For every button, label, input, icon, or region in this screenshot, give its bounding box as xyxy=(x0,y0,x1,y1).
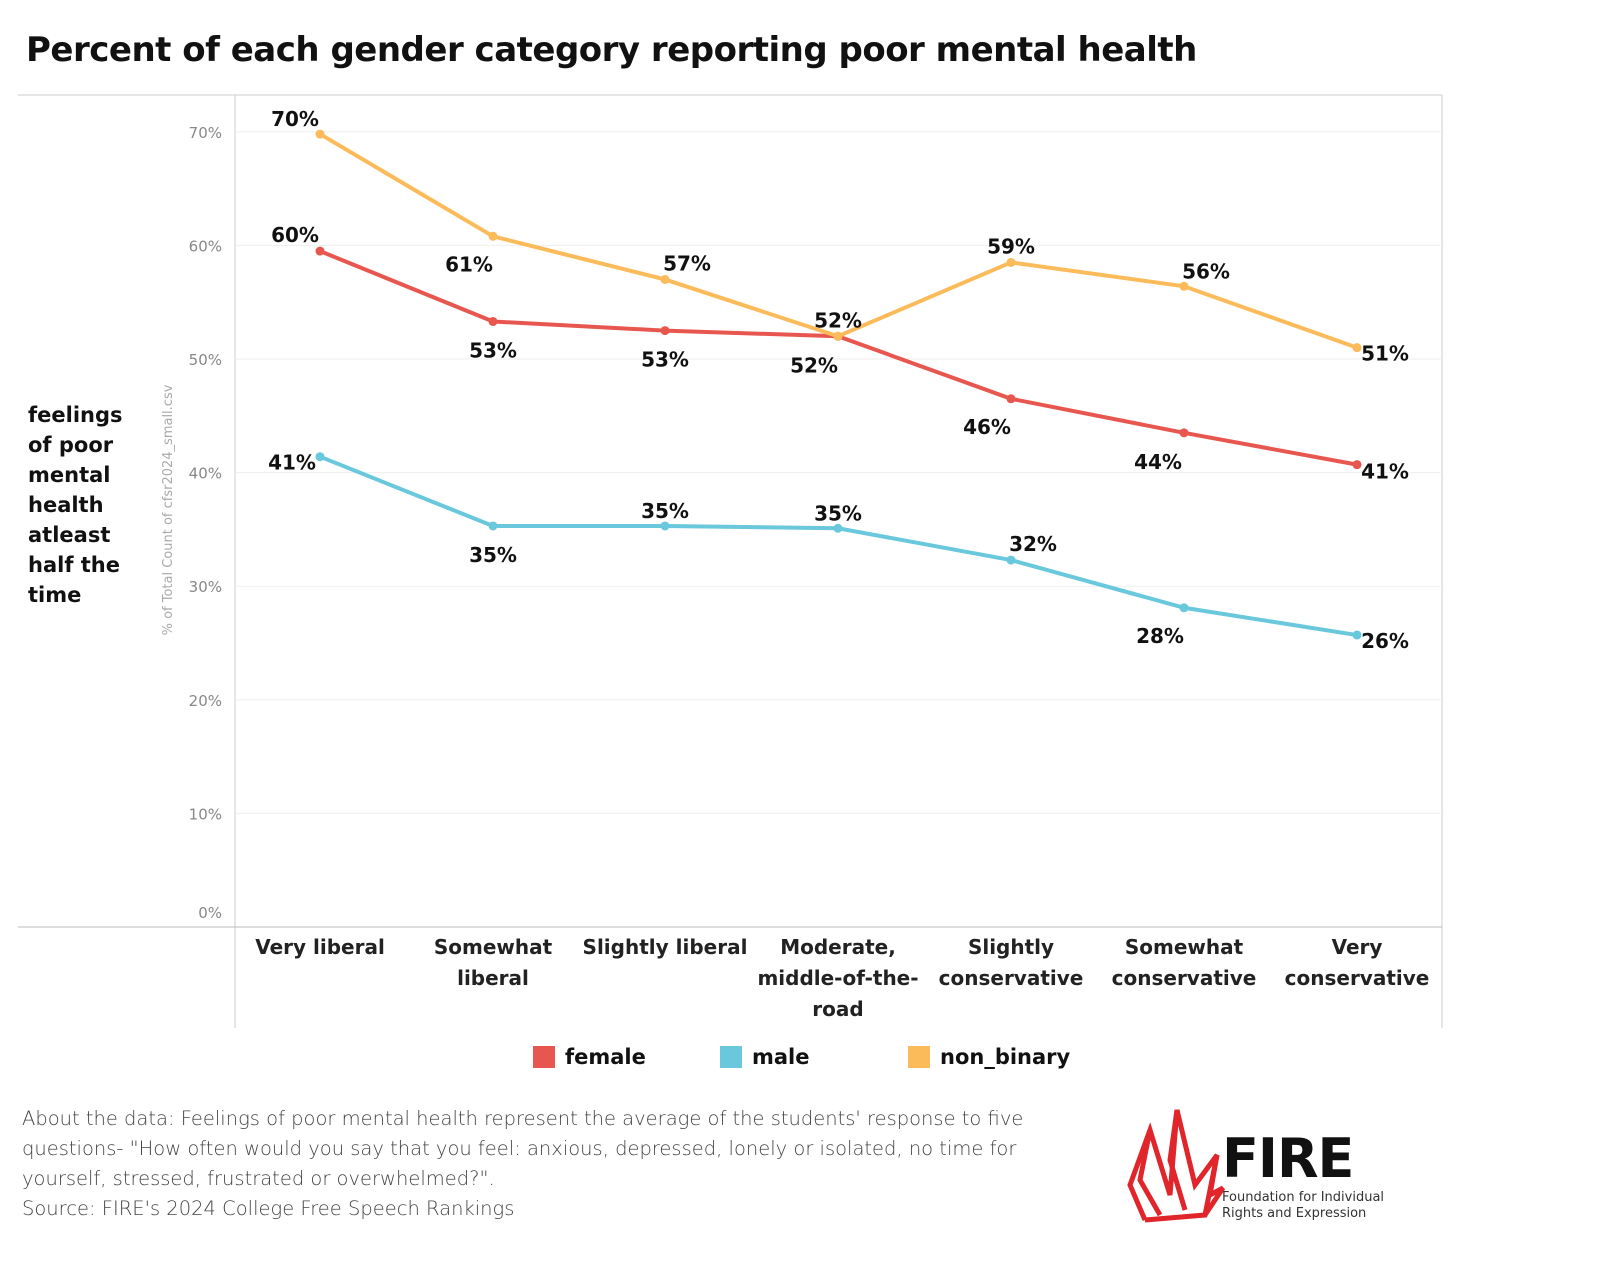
data-point-non_binary xyxy=(1352,343,1362,353)
data-label-male: 26% xyxy=(1361,629,1409,653)
legend-swatch xyxy=(720,1046,742,1068)
legend-swatch xyxy=(533,1046,555,1068)
data-label-female: 46% xyxy=(963,415,1011,439)
logo-subtitle: Foundation for Individual Rights and Exp… xyxy=(1222,1190,1385,1221)
x-category-line: Slightly liberal xyxy=(583,935,748,959)
data-label-non_binary: 52% xyxy=(814,308,862,332)
data-label-female: 53% xyxy=(469,339,517,363)
data-label-non_binary: 51% xyxy=(1361,342,1409,366)
x-category-line: liberal xyxy=(457,966,529,990)
data-label-female: 52% xyxy=(790,353,838,377)
about-the-data: About the data: Feelings of poor mental … xyxy=(22,1104,1102,1224)
legend-swatch xyxy=(908,1046,930,1068)
data-point-male xyxy=(1352,630,1362,640)
x-category-line: Very liberal xyxy=(255,935,385,959)
legend-item-male[interactable]: male xyxy=(720,1045,810,1069)
x-category-label: Slightly conservative xyxy=(939,935,1084,990)
data-label-female: 41% xyxy=(1361,460,1409,484)
fire-logo: FIRE Foundation for Individual Rights an… xyxy=(1125,1100,1425,1240)
y-tick-label: 10% xyxy=(189,805,222,823)
x-category-line: Somewhat xyxy=(1125,935,1244,959)
data-label-male: 35% xyxy=(814,501,862,525)
legend-label: non_binary xyxy=(940,1045,1071,1069)
x-category-line: Very xyxy=(1332,935,1383,959)
data-label-female: 53% xyxy=(641,348,689,372)
data-label-male: 35% xyxy=(641,499,689,523)
x-category-line: middle-of-the- xyxy=(757,966,918,990)
data-label-non_binary: 59% xyxy=(987,234,1035,258)
data-point-non_binary xyxy=(660,274,670,284)
data-point-female xyxy=(1352,460,1362,470)
data-label-non_binary: 56% xyxy=(1182,259,1230,283)
data-point-non_binary xyxy=(488,231,498,241)
data-point-female xyxy=(1179,428,1189,438)
data-point-male xyxy=(1179,603,1189,613)
data-point-non_binary xyxy=(1179,281,1189,291)
data-point-non_binary xyxy=(833,331,843,341)
data-label-non_binary: 61% xyxy=(445,252,493,276)
data-label-male: 32% xyxy=(1009,532,1057,556)
x-category-line: Moderate, xyxy=(780,935,896,959)
x-category-line: Slightly xyxy=(968,935,1054,959)
x-category-label: Very liberal xyxy=(255,935,385,959)
source-text: Source: FIRE's 2024 College Free Speech … xyxy=(22,1197,515,1220)
flame-icon xyxy=(1127,1109,1225,1223)
x-category-line: conservative xyxy=(939,966,1084,990)
data-label-female: 60% xyxy=(271,223,319,247)
y-tick-label: 40% xyxy=(189,465,222,483)
y-row-title: feelings of poor mental health atleast h… xyxy=(28,403,123,607)
y-tick-label: 60% xyxy=(189,237,222,255)
chart-title: Percent of each gender category reportin… xyxy=(26,30,1197,70)
data-label-non_binary: 57% xyxy=(663,251,711,275)
data-label-male: 35% xyxy=(469,543,517,567)
x-category-line: Somewhat xyxy=(434,935,553,959)
x-category-label: Moderate, middle-of-the-road xyxy=(757,935,918,1021)
y-axis-label: % of Total Count of cfsr2024_small.csv xyxy=(161,384,176,635)
x-category-line: conservative xyxy=(1285,966,1430,990)
legend-label: female xyxy=(565,1045,646,1069)
x-category-label: Very conservative xyxy=(1285,935,1430,990)
y-tick-label: 20% xyxy=(189,692,222,710)
y-tick-label: 30% xyxy=(189,578,222,596)
data-label-female: 44% xyxy=(1134,450,1182,474)
data-label-non_binary: 70% xyxy=(271,107,319,131)
data-point-non_binary xyxy=(1006,257,1016,267)
y-tick-label: 0% xyxy=(198,904,222,922)
x-category-label: Somewhat liberal xyxy=(434,935,553,990)
line-chart: 0% 10% 20% 30% 40% 50% 60% 70% % of Total Count … xyxy=(18,94,1443,1028)
data-point-female xyxy=(1006,394,1016,404)
legend-item-non-binary[interactable]: non_binary xyxy=(908,1045,1070,1069)
about-text: About the data: Feelings of poor mental … xyxy=(22,1107,1024,1190)
data-point-female xyxy=(315,246,325,256)
x-category-label: Somewhat conservative xyxy=(1112,935,1257,990)
logo-wordmark: FIRE xyxy=(1222,1127,1354,1190)
x-category-line: conservative xyxy=(1112,966,1257,990)
data-point-male xyxy=(660,521,670,531)
data-point-male xyxy=(1006,555,1016,565)
legend-item-female[interactable]: female xyxy=(533,1045,646,1069)
x-category-label: Slightly liberal xyxy=(583,935,748,959)
x-category-line: road xyxy=(812,997,863,1021)
data-point-female xyxy=(488,317,498,327)
data-label-male: 41% xyxy=(268,451,316,475)
y-tick-label: 50% xyxy=(189,351,222,369)
data-point-female xyxy=(660,326,670,336)
data-point-non_binary xyxy=(315,129,325,139)
data-point-male xyxy=(488,521,498,531)
legend-label: male xyxy=(752,1045,810,1069)
data-label-male: 28% xyxy=(1136,624,1184,648)
data-point-male xyxy=(833,523,843,533)
y-tick-label: 70% xyxy=(189,124,222,142)
data-point-male xyxy=(315,452,325,462)
